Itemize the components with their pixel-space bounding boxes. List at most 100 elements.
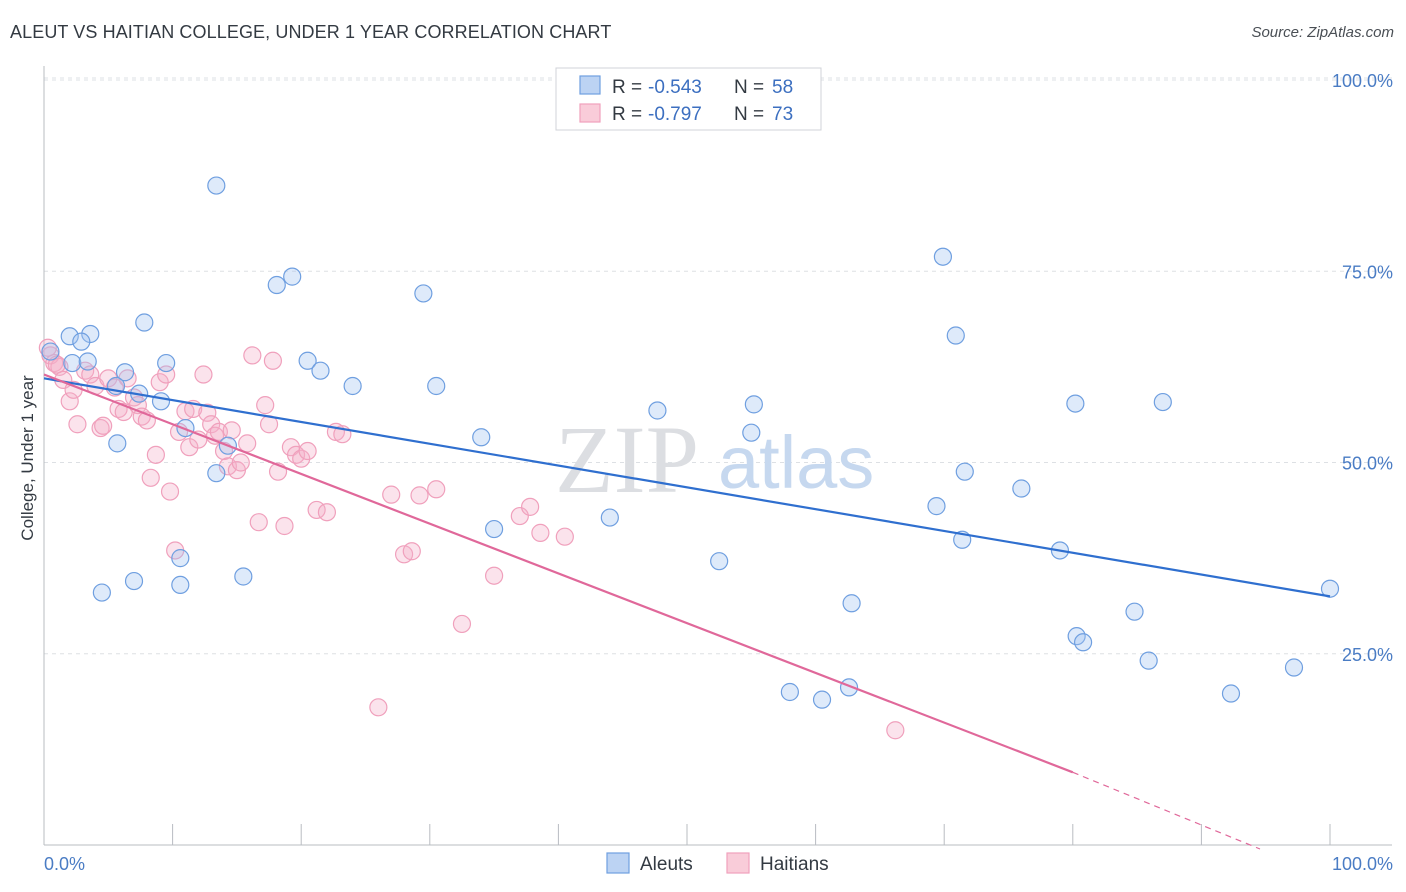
legend-swatch-aleuts (579, 75, 601, 95)
haitians-point (485, 566, 504, 585)
aleuts-point (283, 267, 302, 286)
aleuts-point (742, 423, 761, 442)
bottom-legend-swatch-aleuts (606, 852, 630, 874)
aleuts-point (151, 392, 171, 411)
y-tick-label: 25.0% (1342, 645, 1393, 665)
aleuts-point (72, 332, 91, 351)
aleuts-point (427, 376, 446, 396)
haitians-point (91, 418, 110, 438)
aleuts-point (92, 583, 111, 602)
aleuts-point (135, 313, 154, 332)
aleuts-points (41, 176, 1340, 709)
x-tick-label: 100.0% (1332, 854, 1393, 874)
aleuts-point (946, 326, 965, 345)
aleuts-point (171, 549, 190, 568)
legend-n-label: N = (734, 104, 764, 125)
haitians-point (531, 523, 550, 542)
aleuts-point (812, 690, 832, 709)
haitians-point (427, 480, 446, 499)
haitians-point (68, 415, 87, 434)
aleuts-point (60, 327, 79, 346)
aleuts-point (648, 401, 667, 420)
haitians-point (60, 392, 79, 411)
aleuts-point (744, 395, 763, 414)
aleuts-point (1284, 658, 1304, 677)
haitians-point (275, 516, 294, 536)
haitians-trend-extension (1072, 771, 1261, 850)
aleuts-point (78, 352, 97, 371)
legend-n-value: 58 (772, 77, 793, 98)
watermark-zip: ZIP (555, 406, 699, 513)
haitians-point (99, 369, 118, 388)
legend-r-value: -0.543 (648, 77, 702, 98)
haitians-point (222, 421, 241, 440)
aleuts-point (311, 361, 330, 380)
aleuts-point (115, 363, 135, 382)
haitians-point (317, 503, 337, 522)
legend-n-label: N = (734, 77, 764, 98)
y-axis-label: College, Under 1 year (18, 375, 37, 541)
aleuts-trend-line (43, 377, 1331, 598)
haitians-point (886, 721, 905, 740)
bottom-legend-label-haitians: Haitians (760, 854, 829, 875)
haitians-point (402, 542, 421, 561)
haitians-point (141, 468, 160, 487)
haitians-point (146, 445, 165, 464)
x-tick-label: 0.0% (44, 854, 85, 874)
y-tick-label: 100.0% (1332, 71, 1393, 91)
legend-swatch-haitians (579, 103, 601, 123)
legend-r-label: R = (612, 104, 642, 125)
aleuts-point (157, 353, 176, 373)
aleuts-point (933, 247, 953, 266)
aleuts-point (472, 428, 491, 447)
haitians-point (452, 614, 472, 634)
legend-n-value: 73 (772, 104, 793, 125)
aleuts-point (207, 176, 226, 195)
haitians-point (249, 513, 268, 532)
haitians-point (298, 441, 317, 461)
aleuts-point (1153, 392, 1172, 412)
haitians-point (198, 403, 217, 422)
aleuts-point (171, 575, 190, 595)
aleuts-point (234, 567, 253, 586)
watermark-atlas: atlas (718, 421, 874, 504)
haitians-point (94, 416, 113, 435)
bottom-legend-label-aleuts: Aleuts (640, 854, 693, 875)
haitians-point (194, 365, 213, 384)
tick-labels: 25.0% 50.0% 75.0% 100.0% 0.0% 100.0% (44, 71, 1393, 874)
haitians-point (202, 415, 221, 434)
bottom-legend-swatch-haitians (726, 852, 750, 874)
y-tick-label: 75.0% (1342, 262, 1393, 282)
axes (43, 66, 1392, 846)
chart-title: ALEUT VS HAITIAN COLLEGE, UNDER 1 YEAR C… (10, 22, 612, 42)
haitians-point (263, 351, 283, 370)
aleuts-point (485, 519, 504, 539)
top-legend: R = -0.543 N = 58 R = -0.797 N = 73 (555, 67, 822, 131)
aleuts-point (41, 342, 60, 361)
haitians-points (38, 338, 905, 740)
haitians-point (238, 434, 257, 453)
aleuts-point (600, 508, 619, 527)
haitians-point (382, 485, 401, 504)
aleuts-point (1125, 602, 1144, 621)
aleuts-point (1066, 394, 1085, 413)
aleuts-point (1320, 579, 1340, 598)
haitians-point (410, 486, 429, 505)
haitians-point (521, 497, 540, 516)
aleuts-point (842, 594, 861, 613)
aleuts-point (207, 464, 226, 483)
haitians-point (256, 396, 275, 415)
haitians-point (231, 453, 250, 472)
trend-lines (43, 373, 1331, 850)
aleuts-point (298, 351, 317, 370)
aleuts-point (927, 497, 946, 516)
aleuts-point (780, 682, 799, 702)
haitians-point (243, 346, 262, 365)
aleuts-point (414, 284, 433, 303)
haitians-trend-line (43, 373, 1074, 774)
aleuts-point (1073, 633, 1093, 652)
source-label: Source: ZipAtlas.com (1251, 24, 1394, 41)
aleuts-point (710, 552, 729, 571)
haitians-point (160, 482, 180, 501)
